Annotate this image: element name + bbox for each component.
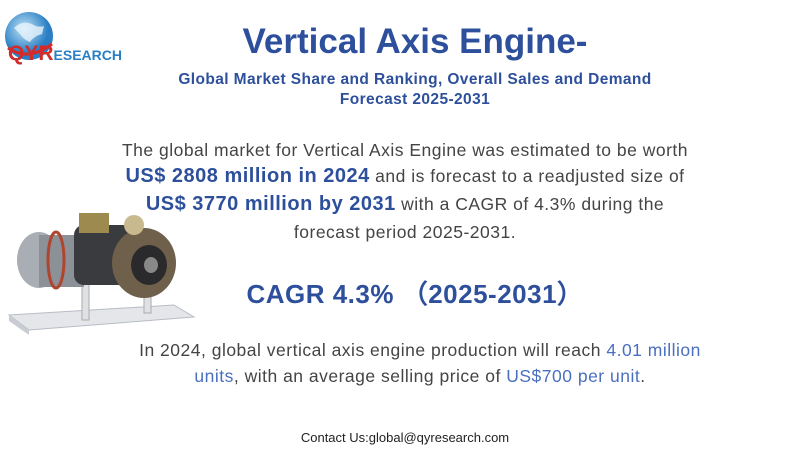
contact-info[interactable]: Contact Us:global@qyresearch.com	[300, 430, 510, 445]
engine-image	[7, 213, 196, 335]
subtitle-line-2: Forecast 2025-2031	[339, 91, 491, 108]
summary-line-1: The global market for Vertical Axis Engi…	[121, 140, 689, 160]
market-size-2031: US$ 3770 million by 2031	[145, 193, 396, 215]
production-text: .	[640, 366, 646, 386]
production-unit: units	[194, 366, 234, 386]
logo-r: R	[38, 42, 54, 65]
summary-line-4: forecast period 2025-2031.	[293, 222, 517, 242]
production-text: , with an average selling price of	[233, 366, 507, 386]
globe-icon	[5, 12, 53, 60]
logo-qy: QY	[8, 42, 39, 65]
page-title: Vertical Axis Engine-	[242, 22, 588, 61]
market-size-2024: US$ 2808 million in 2024	[125, 165, 370, 187]
cagr-headline: CAGR 4.3% （2025-2031）	[246, 279, 584, 309]
production-line-2: units, with an average selling price of …	[95, 366, 745, 387]
production-text: In 2024, global vertical axis engine pro…	[139, 340, 607, 360]
production-volume: 4.01 million	[606, 340, 701, 360]
summary-line-2: US$ 2808 million in 2024 and is forecast…	[60, 165, 750, 188]
subtitle-line-1: Global Market Share and Ranking, Overall…	[178, 71, 652, 88]
qyresearch-logo: QYRESEARCH	[2, 8, 132, 68]
summary-line-3: US$ 3770 million by 2031 with a CAGR of …	[60, 193, 750, 216]
summary-text: and is forecast to a readjusted size of	[369, 166, 685, 186]
average-price: US$700 per unit	[506, 366, 641, 386]
summary-text: with a CAGR of 4.3% during the	[395, 194, 665, 214]
production-line-1: In 2024, global vertical axis engine pro…	[95, 340, 745, 361]
logo-esearch: ESEARCH	[53, 47, 122, 63]
